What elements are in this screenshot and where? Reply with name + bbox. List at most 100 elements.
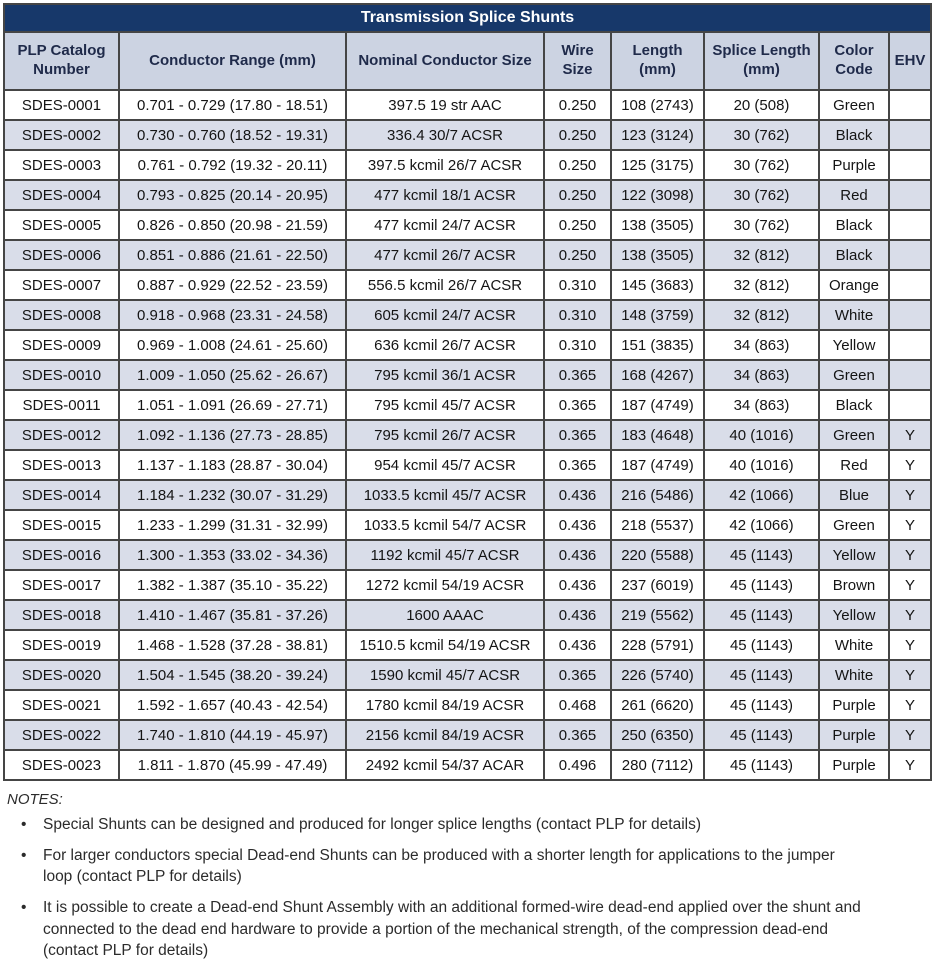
cell-wire-size: 0.250 [543,209,612,241]
cell-wire-size: 0.250 [543,239,612,271]
cell-splice-length-mm: 42 (1066) [703,509,820,541]
column-header-length-mm: Length (mm) [610,31,705,91]
cell-wire-size: 0.250 [543,179,612,211]
cell-nominal-conductor-size: 1033.5 kcmil 45/7 ACSR [345,479,545,511]
cell-length-mm: 108 (2743) [610,89,705,121]
cell-splice-length-mm: 45 (1143) [703,749,820,781]
cell-catalog-number: SDES-0010 [3,359,120,391]
cell-nominal-conductor-size: 954 kcmil 45/7 ACSR [345,449,545,481]
table-row: SDES-0004 0.793 - 0.825 (20.14 - 20.95) 47… [3,179,933,211]
cell-length-mm: 138 (3505) [610,239,705,271]
cell-ehv: Y [887,599,933,631]
cell-color-code: Orange [818,269,890,301]
cell-wire-size: 0.365 [543,659,612,691]
cell-color-code: Yellow [818,599,890,631]
cell-color-code: White [818,629,890,661]
cell-splice-length-mm: 40 (1016) [703,449,820,481]
cell-length-mm: 151 (3835) [610,329,705,361]
cell-wire-size: 0.436 [543,629,612,661]
notes-list: • Special Shunts can be designed and prod… [7,814,867,962]
cell-color-code: Black [818,239,890,271]
cell-color-code: Red [818,449,890,481]
table-title: Transmission Splice Shunts [2,3,933,33]
cell-catalog-number: SDES-0015 [3,509,120,541]
cell-wire-size: 0.365 [543,449,612,481]
cell-conductor-range: 1.740 - 1.810 (44.19 - 45.97) [118,719,347,751]
table-row: SDES-0014 1.184 - 1.232 (30.07 - 31.29) 10… [3,479,933,511]
note-item: • For larger conductors special Dead-end … [7,845,867,888]
cell-wire-size: 0.365 [543,419,612,451]
cell-ehv: Y [887,749,933,781]
cell-color-code: Brown [818,569,890,601]
cell-conductor-range: 1.137 - 1.183 (28.87 - 30.04) [118,449,347,481]
cell-nominal-conductor-size: 795 kcmil 36/1 ACSR [345,359,545,391]
cell-catalog-number: SDES-0007 [3,269,120,301]
cell-catalog-number: SDES-0014 [3,479,120,511]
cell-wire-size: 0.365 [543,359,612,391]
cell-wire-size: 0.468 [543,689,612,721]
cell-ehv [887,299,933,331]
column-header-splice-length-mm: Splice Length (mm) [703,31,820,91]
cell-conductor-range: 0.887 - 0.929 (22.52 - 23.59) [118,269,347,301]
cell-catalog-number: SDES-0008 [3,299,120,331]
note-item: • It is possible to create a Dead-end Shu… [7,897,867,962]
cell-conductor-range: 1.300 - 1.353 (33.02 - 34.36) [118,539,347,571]
cell-conductor-range: 1.051 - 1.091 (26.69 - 27.71) [118,389,347,421]
table-row: SDES-0018 1.410 - 1.467 (35.81 - 37.26) 16… [3,599,933,631]
table-row: SDES-0007 0.887 - 0.929 (22.52 - 23.59) 55… [3,269,933,301]
column-header-wire-size: Wire Size [543,31,612,91]
cell-nominal-conductor-size: 336.4 30/7 ACSR [345,119,545,151]
cell-wire-size: 0.310 [543,299,612,331]
cell-color-code: Green [818,419,890,451]
cell-conductor-range: 1.592 - 1.657 (40.43 - 42.54) [118,689,347,721]
cell-nominal-conductor-size: 2492 kcmil 54/37 ACAR [345,749,545,781]
cell-catalog-number: SDES-0016 [3,539,120,571]
cell-wire-size: 0.436 [543,569,612,601]
cell-length-mm: 123 (3124) [610,119,705,151]
cell-color-code: Green [818,359,890,391]
cell-conductor-range: 1.092 - 1.136 (27.73 - 28.85) [118,419,347,451]
cell-ehv [887,149,933,181]
cell-color-code: Red [818,179,890,211]
cell-nominal-conductor-size: 1600 AAAC [345,599,545,631]
column-header-color-code: Color Code [818,31,890,91]
cell-ehv: Y [887,719,933,751]
cell-color-code: Purple [818,749,890,781]
cell-catalog-number: SDES-0011 [3,389,120,421]
cell-catalog-number: SDES-0004 [3,179,120,211]
cell-wire-size: 0.365 [543,719,612,751]
cell-ehv [887,239,933,271]
cell-catalog-number: SDES-0002 [3,119,120,151]
cell-catalog-number: SDES-0001 [3,89,120,121]
cell-nominal-conductor-size: 795 kcmil 26/7 ACSR [345,419,545,451]
column-header-catalog-number: PLP Catalog Number [3,31,120,91]
cell-conductor-range: 0.730 - 0.760 (18.52 - 19.31) [118,119,347,151]
cell-nominal-conductor-size: 1192 kcmil 45/7 ACSR [345,539,545,571]
splice-shunts-table: Transmission Splice Shunts PLP Catalog N… [2,3,933,781]
cell-nominal-conductor-size: 795 kcmil 45/7 ACSR [345,389,545,421]
cell-catalog-number: SDES-0005 [3,209,120,241]
table-row: SDES-0022 1.740 - 1.810 (44.19 - 45.97) 21… [3,719,933,751]
cell-wire-size: 0.496 [543,749,612,781]
note-text: It is possible to create a Dead-end Shun… [43,899,861,960]
cell-wire-size: 0.436 [543,479,612,511]
cell-color-code: Blue [818,479,890,511]
cell-length-mm: 250 (6350) [610,719,705,751]
cell-catalog-number: SDES-0012 [3,419,120,451]
cell-catalog-number: SDES-0019 [3,629,120,661]
cell-catalog-number: SDES-0020 [3,659,120,691]
cell-conductor-range: 0.701 - 0.729 (17.80 - 18.51) [118,89,347,121]
table-body: SDES-0001 0.701 - 0.729 (17.80 - 18.51) 39… [3,89,933,781]
table-row: SDES-0017 1.382 - 1.387 (35.10 - 35.22) 12… [3,569,933,601]
cell-wire-size: 0.310 [543,329,612,361]
cell-length-mm: 125 (3175) [610,149,705,181]
bullet-icon: • [21,816,27,833]
cell-nominal-conductor-size: 1780 kcmil 84/19 ACSR [345,689,545,721]
cell-color-code: Yellow [818,329,890,361]
cell-splice-length-mm: 42 (1066) [703,479,820,511]
cell-length-mm: 237 (6019) [610,569,705,601]
table-row: SDES-0008 0.918 - 0.968 (23.31 - 24.58) 60… [3,299,933,331]
cell-nominal-conductor-size: 477 kcmil 24/7 ACSR [345,209,545,241]
cell-conductor-range: 0.761 - 0.792 (19.32 - 20.11) [118,149,347,181]
cell-nominal-conductor-size: 477 kcmil 18/1 ACSR [345,179,545,211]
